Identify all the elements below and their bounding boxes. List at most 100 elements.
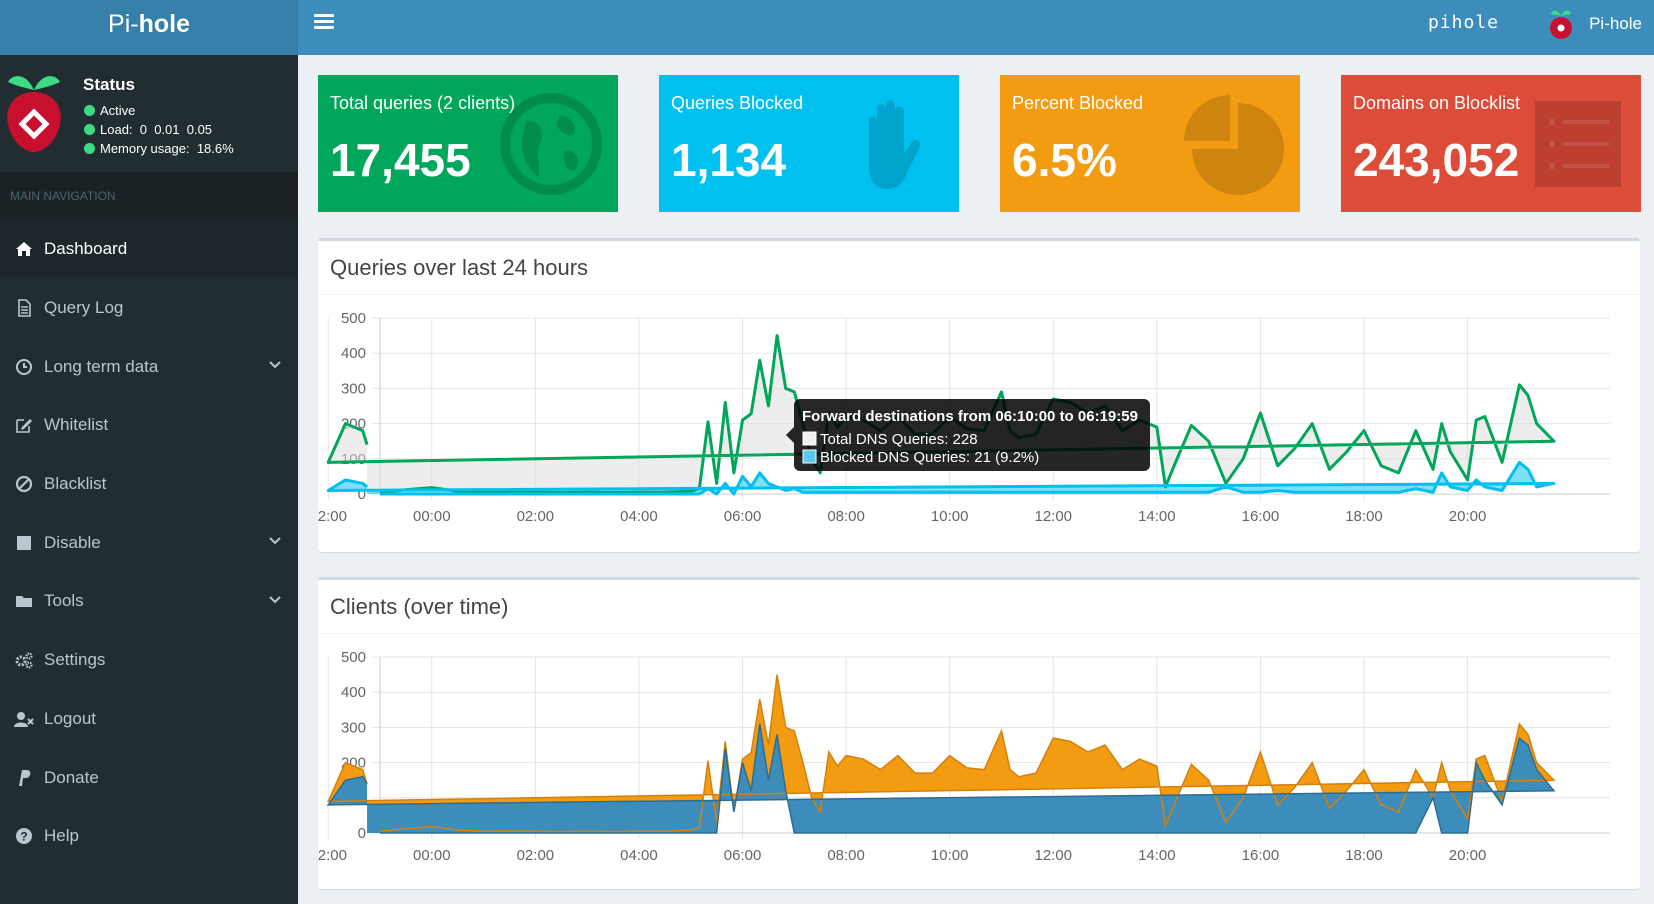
tooltip-blocked: Blocked DNS Queries: 21 (9.2%) bbox=[820, 449, 1039, 466]
x-tick-label: 06:00 bbox=[724, 847, 762, 864]
chart-tooltip: Forward destinations from 06:10:00 to 06… bbox=[786, 399, 1150, 471]
sidebar-item-label: Tools bbox=[44, 591, 84, 611]
status-dot-icon bbox=[84, 124, 95, 135]
x-tick-label: 10:00 bbox=[931, 508, 969, 525]
user-menu[interactable]: Pi-hole bbox=[1547, 4, 1642, 44]
status-title: Status bbox=[83, 75, 135, 94]
x-tick-label: 16:00 bbox=[1242, 847, 1280, 864]
sidebar-item-label: Whitelist bbox=[44, 415, 109, 435]
sidebar-toggle-icon[interactable] bbox=[314, 14, 334, 30]
sidebar-item-label: Query Log bbox=[44, 298, 124, 318]
file-text-icon bbox=[14, 298, 34, 318]
stat-value: 243,052 bbox=[1353, 134, 1520, 186]
x-tick-label: 04:00 bbox=[620, 847, 658, 864]
x-tick-label: 06:00 bbox=[724, 508, 762, 525]
clients-chart-panel: Clients (over time) 010020030040050000:0… bbox=[318, 577, 1640, 889]
queries-chart-title: Queries over last 24 hours bbox=[318, 241, 1640, 295]
user-label: Pi-hole bbox=[1589, 14, 1642, 33]
x-tick-label: 14:00 bbox=[1138, 847, 1176, 864]
y-tick-label: 0 bbox=[358, 486, 366, 503]
sidebar-item-disable[interactable]: Disable bbox=[0, 513, 298, 572]
sidebar-item-help[interactable]: ? Help bbox=[0, 807, 298, 866]
sidebar-item-donate[interactable]: Donate bbox=[0, 748, 298, 807]
hand-icon bbox=[839, 91, 945, 197]
sidebar-item-label: Long term data bbox=[44, 356, 159, 376]
sidebar-item-dashboard[interactable]: Dashboard bbox=[0, 220, 298, 279]
clients-chart-title: Clients (over time) bbox=[318, 580, 1640, 634]
x-tick-label: 08:00 bbox=[827, 508, 865, 525]
x-tick-label: 08:00 bbox=[827, 847, 865, 864]
folder-icon bbox=[14, 591, 34, 611]
x-tick-label: 12:00 bbox=[1034, 508, 1072, 525]
sidebar-item-tools[interactable]: Tools bbox=[0, 572, 298, 631]
sidebar-menu: Dashboard Query Log Long term data Whitelis… bbox=[0, 220, 298, 866]
sidebar-item-label: Help bbox=[44, 826, 79, 846]
logo-text-light: Pi- bbox=[108, 10, 139, 38]
x-tick-label: 22:00 bbox=[318, 508, 347, 525]
sidebar-item-blacklist[interactable]: Blacklist bbox=[0, 455, 298, 514]
list-icon bbox=[1521, 91, 1627, 197]
x-tick-label: 18:00 bbox=[1345, 847, 1383, 864]
top-navbar: pihole Pi-hole bbox=[298, 0, 1654, 55]
x-tick-label: 00:00 bbox=[413, 847, 451, 864]
status-load-text: Load: 0 0.01 0.05 bbox=[100, 122, 213, 137]
logo-text-bold: hole bbox=[138, 10, 190, 38]
sidebar-item-label: Donate bbox=[44, 767, 99, 787]
stat-label: Queries Blocked bbox=[671, 93, 804, 113]
sidebar-item-settings[interactable]: Settings bbox=[0, 631, 298, 690]
x-tick-label: 00:00 bbox=[413, 508, 451, 525]
tooltip-blocked-swatch bbox=[802, 449, 817, 464]
sidebar-item-whitelist[interactable]: Whitelist bbox=[0, 396, 298, 455]
stat-label: Domains on Blocklist bbox=[1353, 93, 1521, 113]
logo-link[interactable]: Pi-hole bbox=[0, 0, 298, 55]
sidebar-item-logout[interactable]: Logout bbox=[0, 690, 298, 749]
main-navigation-header: MAIN NAVIGATION bbox=[0, 172, 298, 220]
sidebar-item-query-log[interactable]: Query Log bbox=[0, 279, 298, 338]
stat-label: Percent Blocked bbox=[1012, 93, 1144, 113]
clients-series-0-line bbox=[326, 723, 1556, 834]
sidebar-item-label: Blacklist bbox=[44, 474, 107, 494]
globe-icon bbox=[498, 91, 604, 197]
clients-series-0-area bbox=[328, 723, 1554, 833]
y-tick-label: 300 bbox=[341, 719, 366, 736]
tooltip-total-swatch bbox=[802, 431, 817, 446]
x-tick-label: 20:00 bbox=[1449, 508, 1487, 525]
tooltip-total: Total DNS Queries: 228 bbox=[820, 431, 978, 448]
status-active: Active bbox=[84, 103, 135, 118]
queries-blocked-box[interactable]: Queries Blocked 1,134 bbox=[659, 75, 959, 212]
sidebar: Status Active Load: 0 0.01 0.05 Memory u… bbox=[0, 55, 298, 904]
square-icon bbox=[14, 533, 34, 553]
chevron-down-icon bbox=[268, 533, 282, 547]
tooltip-caret bbox=[786, 427, 794, 443]
pihole-logo-icon bbox=[7, 76, 61, 152]
queries-chart[interactable]: 010020030040050000:0002:0004:0006:0008:0… bbox=[318, 295, 1640, 552]
status-load: Load: 0 0.01 0.05 bbox=[84, 122, 212, 137]
stat-value: 6.5% bbox=[1012, 134, 1117, 186]
queries-chart-panel: Queries over last 24 hours 0100200300400… bbox=[318, 238, 1640, 552]
home-icon bbox=[14, 239, 34, 259]
queries-series-1-line bbox=[326, 460, 1556, 496]
x-tick-label: 12:00 bbox=[1034, 847, 1072, 864]
pie-chart-icon bbox=[1180, 91, 1286, 197]
x-tick-label: 20:00 bbox=[1449, 847, 1487, 864]
stat-value: 1,134 bbox=[671, 134, 787, 186]
clients-chart[interactable]: 010020030040050000:0002:0004:0006:0008:0… bbox=[318, 634, 1640, 889]
total-queries-box[interactable]: Total queries (2 clients) 17,455 bbox=[318, 75, 618, 212]
cogs-icon bbox=[14, 650, 34, 670]
queries-series-0-area bbox=[328, 335, 1554, 494]
x-tick-label: 02:00 bbox=[517, 508, 555, 525]
stat-label: Total queries (2 clients) bbox=[330, 93, 516, 113]
x-tick-label: 04:00 bbox=[620, 508, 658, 525]
x-tick-label: 16:00 bbox=[1242, 508, 1280, 525]
percent-blocked-box[interactable]: Percent Blocked 6.5% bbox=[1000, 75, 1300, 212]
status-memory: Memory usage: 18.6% bbox=[84, 141, 234, 156]
sidebar-item-long-term-data[interactable]: Long term data bbox=[0, 337, 298, 396]
x-tick-label: 18:00 bbox=[1345, 508, 1383, 525]
chevron-down-icon bbox=[268, 357, 282, 371]
tooltip-title: Forward destinations from 06:10:00 to 06… bbox=[802, 408, 1138, 425]
x-tick-label: 10:00 bbox=[931, 847, 969, 864]
x-tick-label: 14:00 bbox=[1138, 508, 1176, 525]
domains-blocklist-box[interactable]: Domains on Blocklist 243,052 bbox=[1341, 75, 1641, 212]
svg-text:?: ? bbox=[20, 830, 27, 844]
x-tick-label: 22:00 bbox=[318, 847, 347, 864]
